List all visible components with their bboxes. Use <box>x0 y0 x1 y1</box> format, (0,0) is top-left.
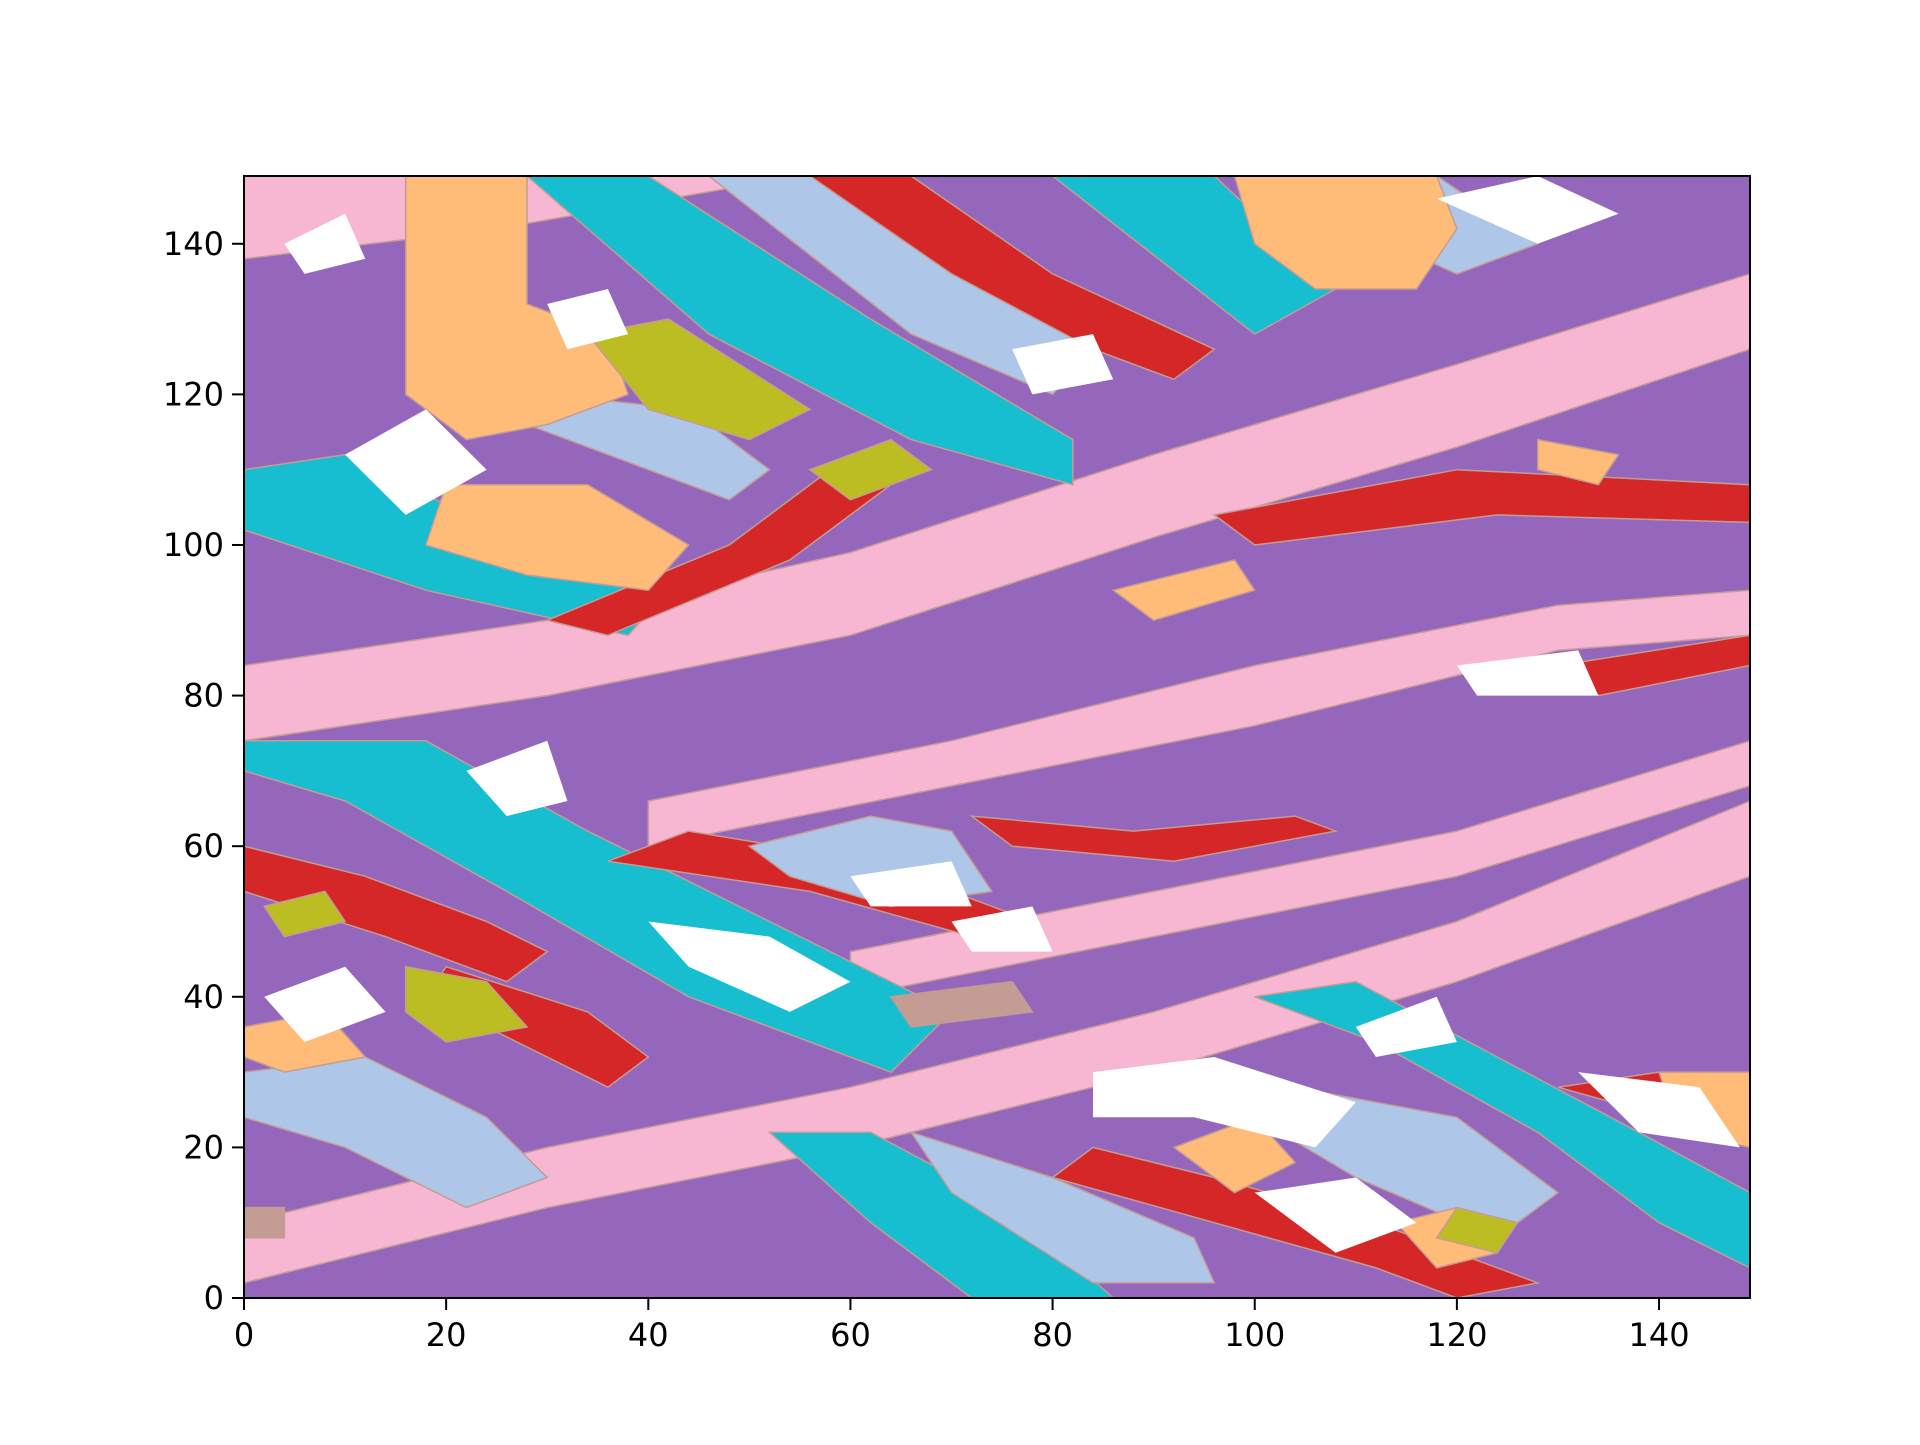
heatmap-region-background-45 <box>648 921 851 1012</box>
x-tick-label: 140 <box>1628 1316 1689 1354</box>
heatmap-region-background-49 <box>1578 1072 1740 1148</box>
heatmap-region-background-53 <box>1456 650 1599 696</box>
heatmap-region-orange-36 <box>1111 559 1256 622</box>
heatmap-region-background-58 <box>547 289 629 350</box>
heatmap-region-pink-3 <box>647 589 1750 848</box>
y-tick-label: 80 <box>183 677 224 715</box>
heatmap-region-olive-38 <box>586 318 812 441</box>
heatmap-region-orange-30 <box>424 483 690 591</box>
heatmap-region-background-51 <box>951 906 1053 952</box>
heatmap-region-light_blue-27 <box>244 1056 549 1209</box>
y-tick-label: 140 <box>163 225 224 263</box>
y-axis: 0 20 40 60 80 100 120 140 <box>163 225 244 1317</box>
heatmap-region-background-48 <box>1254 1177 1417 1253</box>
x-tick-label: 120 <box>1426 1316 1487 1354</box>
heatmap-region-orange-33 <box>1172 1116 1297 1194</box>
heatmap-region-red-14 <box>244 845 549 983</box>
heatmap-region-olive-40 <box>404 965 529 1043</box>
heatmap-region-brown-44 <box>244 1206 286 1239</box>
heatmap-region-cyan-6 <box>525 176 1074 486</box>
x-tick-label: 40 <box>628 1316 669 1354</box>
x-axis: 0 20 40 60 80 100 120 140 <box>234 1298 1690 1354</box>
y-tick-label: 100 <box>163 526 224 564</box>
heatmap-region-background-47 <box>1093 1057 1356 1148</box>
heatmap-region-olive-41 <box>1435 1206 1519 1254</box>
heatmap-region-background-55 <box>850 861 972 907</box>
y-tick-label: 20 <box>183 1128 224 1166</box>
heatmap-region-background-57 <box>284 213 366 274</box>
heatmap-region-orange-37 <box>1536 438 1620 486</box>
heatmap-region-background-52 <box>1012 334 1114 395</box>
y-tick-label: 120 <box>163 375 224 413</box>
heatmap-region-olive-42 <box>262 890 347 938</box>
heatmap-region-background-56 <box>1436 176 1619 244</box>
heatmap-region-cyan-9 <box>767 1131 1115 1298</box>
heatmap-region-light_blue-25 <box>909 1130 1216 1284</box>
y-tick-label: 60 <box>183 827 224 865</box>
heatmap-regions <box>244 176 1750 1298</box>
x-tick-label: 100 <box>1224 1316 1285 1354</box>
plot-frame <box>243 175 1751 1299</box>
heatmap-region-pink-2 <box>244 800 1750 1284</box>
heatmap-region-background-46 <box>345 409 487 515</box>
heatmap-region-pink-4 <box>849 740 1750 998</box>
heatmap-region-background-59 <box>1355 996 1457 1057</box>
heatmap-region-olive-39 <box>808 438 933 501</box>
heatmap-region-orange-31 <box>1233 176 1458 290</box>
heatmap-region-brown-43 <box>889 980 1034 1028</box>
x-tick-label: 80 <box>1032 1316 1073 1354</box>
x-tick-label: 0 <box>234 1316 254 1354</box>
x-tick-label: 20 <box>426 1316 467 1354</box>
heatmap-region-background-50 <box>466 740 568 817</box>
y-tick-label: 40 <box>183 978 224 1016</box>
heatmap-region-red-18 <box>1212 468 1750 546</box>
x-tick-label: 60 <box>830 1316 871 1354</box>
heatmap-region-red-19 <box>969 815 1339 862</box>
y-tick-label: 0 <box>204 1279 224 1317</box>
heatmap-region-background-54 <box>264 966 386 1042</box>
